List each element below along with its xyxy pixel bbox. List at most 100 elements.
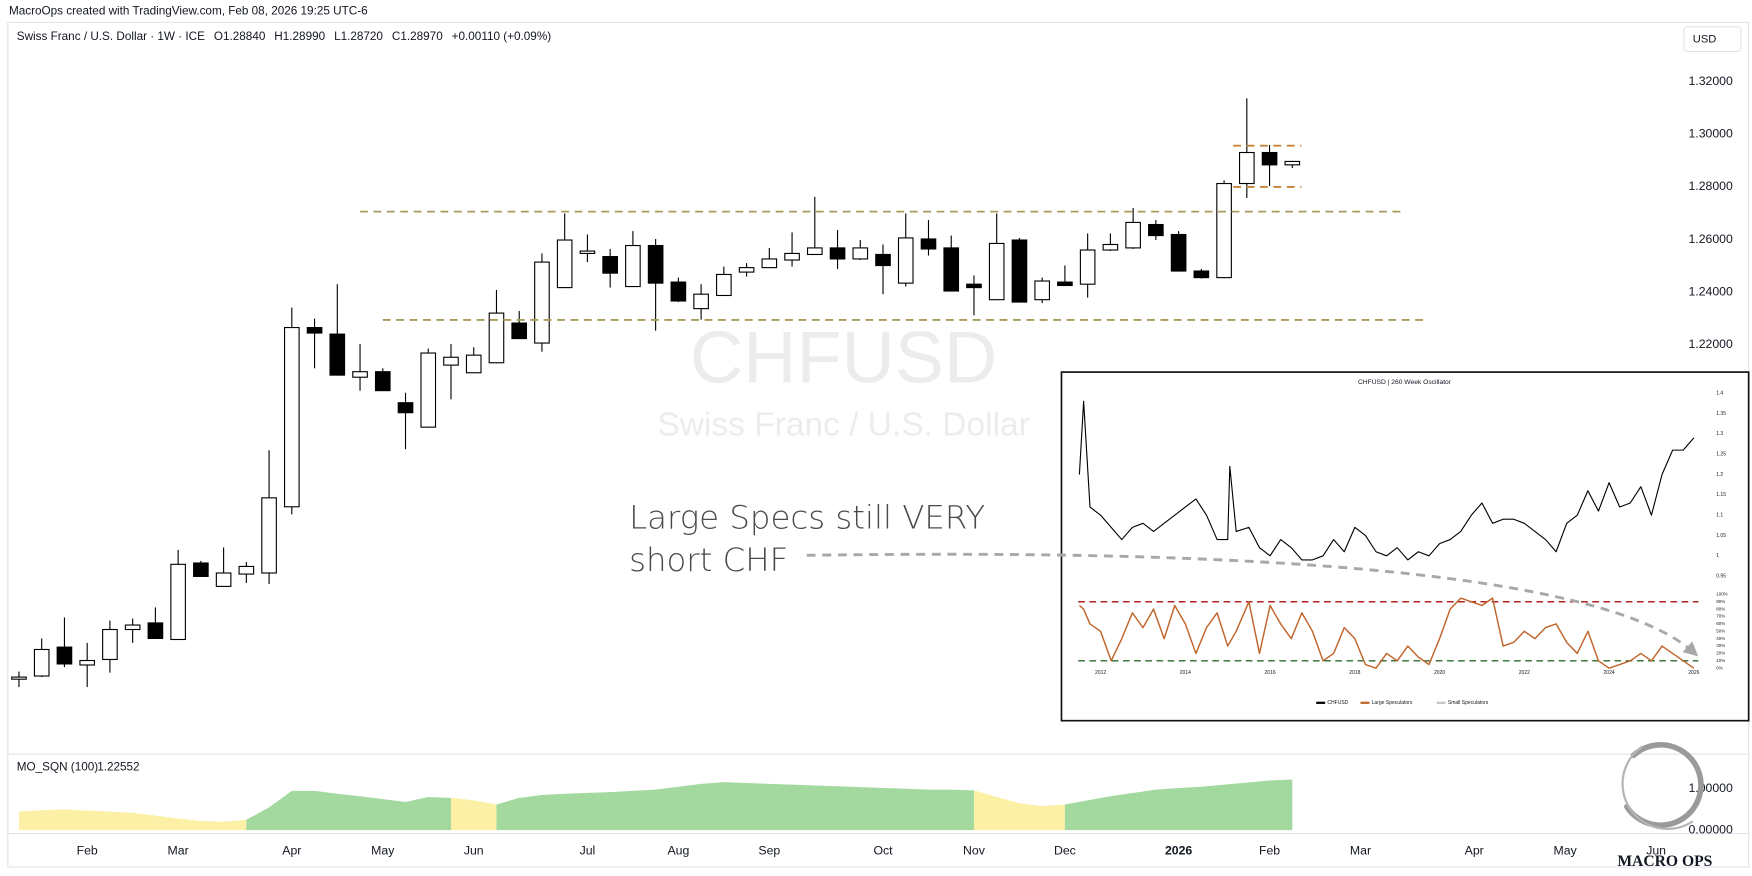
indicator-value: 1.22552 [97,761,139,774]
inset-legend-label: Small Speculators [1448,700,1489,706]
x-tick-label: Feb [77,844,98,858]
candle-body [806,247,823,256]
inset-legend-label: CHFUSD [1327,700,1348,706]
candle-body [1057,281,1073,287]
x-tick-label: Jun [464,844,484,858]
symbol-title: Swiss Franc / U.S. Dollar · 1W · ICE [17,30,205,43]
candle-body [670,281,687,302]
candle-body [625,244,641,288]
indicator-title: MO_SQN (100) [17,761,98,774]
inset-y-tick-label: 0.95 [1716,573,1726,579]
x-tick-label: Apr [282,844,301,858]
candle-body [693,293,709,310]
inset-line [1078,400,1695,561]
candle-body [284,326,300,508]
logo-ring [1624,742,1704,829]
candle-body [374,371,391,392]
candle-body [1011,239,1028,303]
y-tick-label: 0.00000 [1688,822,1733,836]
candle-body [488,312,505,364]
candle-body [920,238,937,250]
inset-x-tick-label: 2014 [1180,670,1191,676]
y-tick-label: 1.30000 [1688,127,1733,141]
candle-body [306,326,323,334]
x-tick-label: Sep [758,844,780,858]
x-tick-label: Feb [1259,844,1280,858]
candle-body [352,371,368,378]
candle-body [988,242,1005,301]
candle-body [1125,221,1141,249]
candle-body [1193,270,1210,279]
inset-x-tick-label: 2022 [1519,670,1530,676]
inset-x-tick-label: 2024 [1603,670,1614,676]
candle-body [761,258,778,269]
annotation-line: short CHF [629,541,788,579]
candle-body [511,322,528,340]
candle-body [647,244,664,284]
inset-x-tick-label: 2026 [1688,670,1699,676]
inset-chart: 2012 2014 2016 2018 2020 2022 2024 2026 1.4 1.35 1… [1078,391,1728,706]
legend-low: L1.28720 [334,30,383,43]
watermark-name: Swiss Franc / U.S. Dollar [657,407,1029,444]
inset-y2-tick-label: 10% [1716,658,1725,663]
x-tick-label: Oct [873,844,893,858]
candle-body [420,352,437,428]
watermark-symbol: CHFUSD [690,316,997,399]
candle-body [238,565,255,575]
candle-body [261,497,277,574]
candle-body [102,628,118,661]
symbol-legend: Swiss Franc / U.S. Dollar · 1W · ICE O1.2… [17,30,551,43]
inset-y2-tick-label: 50% [1716,628,1725,633]
x-tick-label: Aug [667,844,689,858]
candle-body [966,283,982,289]
inset-y2-tick-label: 60% [1716,621,1725,626]
logo: MACRO OPS [1617,853,1712,870]
candle-body [33,648,50,677]
annotation-line: Large Specs still VERY [629,499,985,537]
candle-body [875,253,891,267]
inset-frame [1060,371,1750,722]
y-tick-label: 1.22000 [1688,337,1733,351]
inset-y-tick-label: 1.35 [1716,411,1726,417]
currency[interactable]: USD [1693,34,1717,46]
candle-body [1261,151,1278,166]
candle-body [443,356,459,366]
x-tick-label: May [1554,844,1578,858]
candle-body [124,624,141,631]
inset-y-tick-label: 1 [1716,553,1719,559]
x-tick-label: Jul [580,844,596,858]
legend-high: H1.28990 [274,30,325,43]
x-tick-label: Nov [963,844,986,858]
inset-title: CHFUSD | 260 Week Oscillator [1358,379,1452,386]
area-segment [496,782,974,831]
logo-ring [1621,745,1694,831]
x-tick-label: 2026 [1165,844,1192,858]
candle-body [829,247,846,260]
y-tick-label: 1.00000 [1688,781,1733,795]
area-segment [246,790,451,831]
y-tick-label: 1.32000 [1688,74,1733,88]
currency-box[interactable] [1683,26,1742,52]
x-tick-label: Dec [1054,844,1076,858]
inset-y2-tick-label: 20% [1716,651,1725,656]
inset-y2-tick-label: 0% [1716,665,1722,670]
candle-body [1216,182,1232,279]
inset-y2-tick-label: 90% [1716,599,1725,604]
y-tick-label: 1.26000 [1688,232,1733,246]
candle-body [1284,160,1301,166]
area-segment [1064,779,1293,831]
candle-body [738,267,755,273]
y-tick-label: 1.28000 [1688,179,1733,193]
candle-body [1170,233,1187,272]
y-tick-label: 1.24000 [1688,284,1733,298]
inset-x-tick-label: 2016 [1264,670,1275,676]
inset-y2-tick-label: 30% [1716,643,1725,648]
candle-body [1148,223,1164,237]
candle-body [1102,243,1119,251]
candle-body [602,256,618,274]
area-segment [18,809,247,831]
inset-y2-tick-label: 100% [1716,592,1727,597]
candle-body [852,247,869,260]
candle-body [716,273,732,297]
